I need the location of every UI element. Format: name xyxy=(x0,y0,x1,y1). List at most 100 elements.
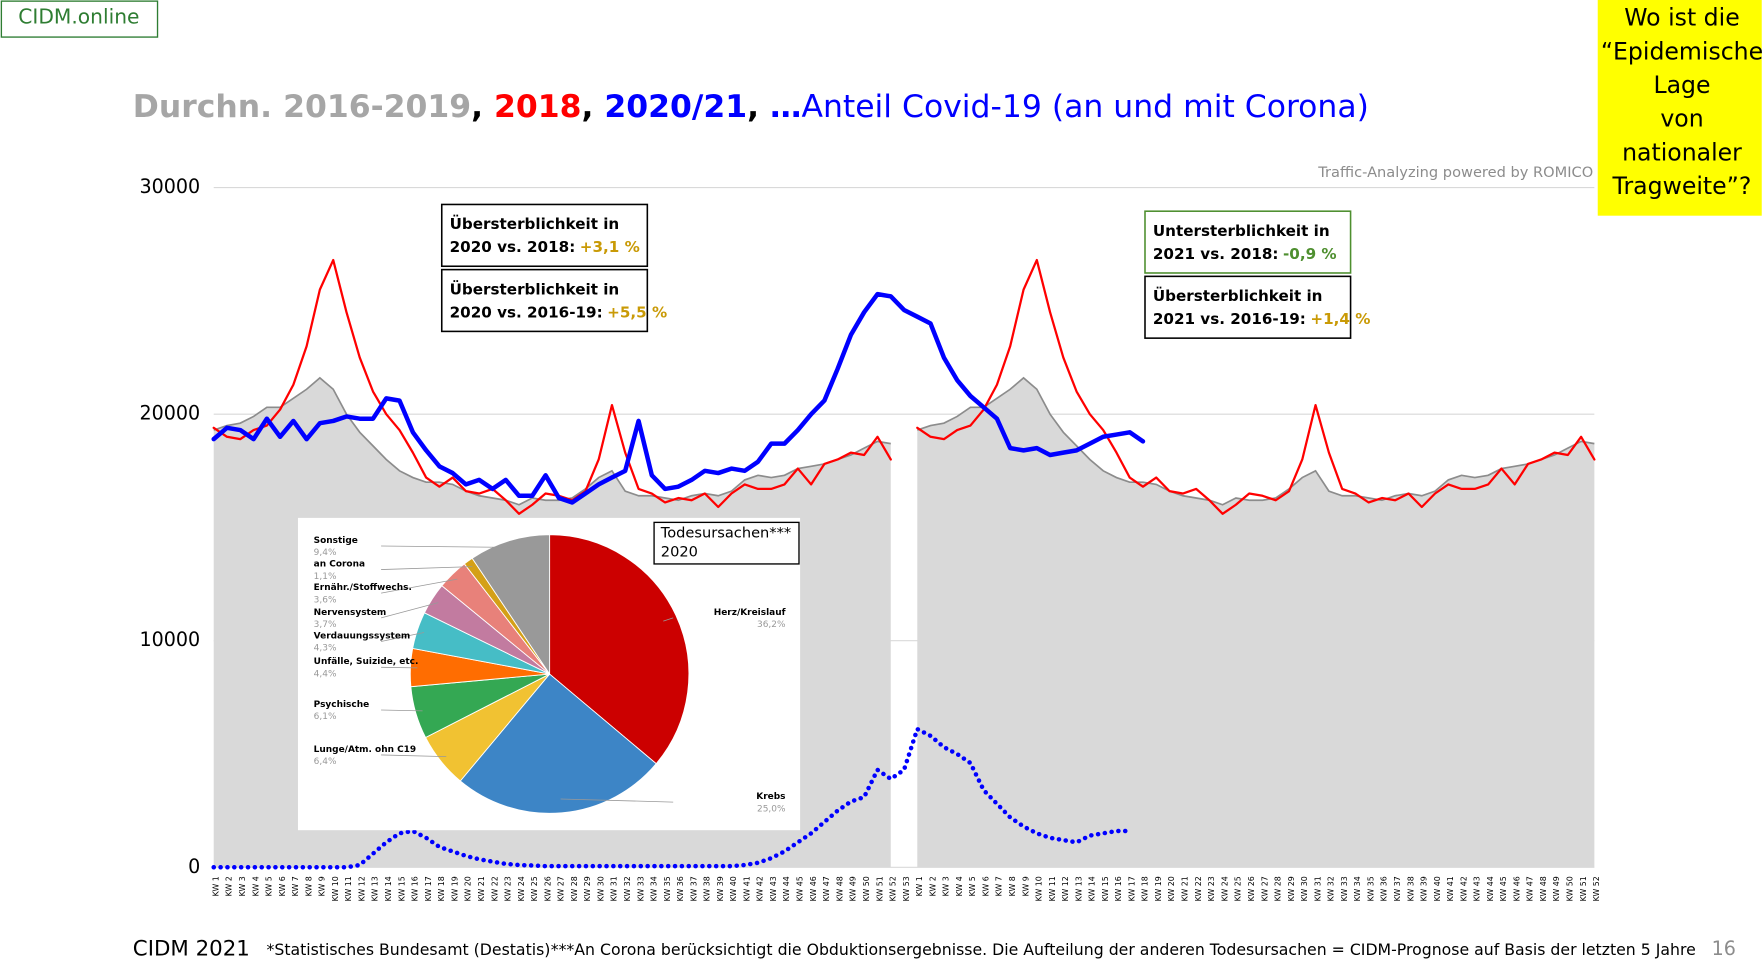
x-tick-label: KW 1 xyxy=(211,876,220,896)
x-tick-label: KW 42 xyxy=(756,876,765,901)
x-tick-label: KW 24 xyxy=(1220,876,1229,901)
annotation-box xyxy=(1144,210,1352,274)
x-tick-label: KW 34 xyxy=(1353,876,1362,901)
y-tick-label: 0 xyxy=(188,855,200,878)
x-tick-label: KW 2 xyxy=(225,876,234,896)
leader-line xyxy=(381,709,423,712)
x-tick-label: KW 8 xyxy=(1008,876,1017,896)
leader-line xyxy=(381,578,458,594)
line xyxy=(212,258,892,515)
x-tick-label: KW 7 xyxy=(995,876,1004,896)
x-tick-label: KW 36 xyxy=(1380,876,1389,901)
x-tick-label: KW 38 xyxy=(703,876,712,901)
leader-line xyxy=(380,602,439,619)
pie-label: Herz/Kreislauf xyxy=(714,608,786,618)
x-tick-label: KW 3 xyxy=(942,876,951,896)
x-tick-label: KW 21 xyxy=(1181,876,1190,901)
annotation-line: Übersterblichkeit in xyxy=(450,279,620,298)
callout-line: Wo ist die xyxy=(1624,4,1739,32)
x-tick-label: KW 25 xyxy=(530,876,539,901)
x-tick-label: KW 3 xyxy=(238,876,247,896)
x-tick-label: KW 4 xyxy=(251,876,260,896)
x-tick-label: KW 40 xyxy=(1433,876,1442,901)
pie-subtitle: 2020 xyxy=(661,544,698,561)
x-tick-label: KW 41 xyxy=(742,876,751,901)
annotation-line: 2021 vs. 2016-19: +1,4 % xyxy=(1153,310,1371,328)
x-tick-label: KW 53 xyxy=(902,876,911,901)
pie-slice xyxy=(549,534,690,765)
y-tick-label: 20000 xyxy=(140,402,201,425)
x-tick-label: KW 16 xyxy=(411,876,420,901)
annotation-value: +1,4 % xyxy=(1310,310,1370,328)
callout: Wo ist die “Epidemische Lage von nationaler T… xyxy=(1601,4,1762,201)
x-tick-label: KW 33 xyxy=(636,876,645,901)
x-tick-label: KW 30 xyxy=(596,876,605,901)
x-tick-label: KW 47 xyxy=(1526,876,1535,901)
annotation-text: 2021 vs. 2016-19: xyxy=(1153,310,1306,328)
callout-line: Lage xyxy=(1653,71,1710,99)
x-tick-label: KW 5 xyxy=(968,876,977,896)
pie-title: Todesursachen*** xyxy=(660,525,791,542)
pie-value-label: 9,4% xyxy=(314,548,337,558)
pie-value-label: 3,6% xyxy=(314,595,337,605)
pie-inset: Todesursachen*** 2020 Herz/Kreislauf 36,2% K… xyxy=(297,517,801,831)
x-tick-label: KW 29 xyxy=(1287,876,1296,901)
x-tick-label: KW 8 xyxy=(304,876,313,896)
annotation-box xyxy=(1144,275,1352,339)
x-tick-label: KW 42 xyxy=(1459,876,1468,901)
x-tick-label: KW 26 xyxy=(543,876,552,901)
x-tick-label: KW 39 xyxy=(716,876,725,901)
callout-line: von xyxy=(1660,105,1703,133)
annotation-line: Übersterblichkeit in xyxy=(1153,286,1323,305)
x-tick-label: KW 31 xyxy=(1313,876,1322,901)
annotation-text: 2020 vs. 2018: xyxy=(450,238,576,256)
x-tick-label: KW 35 xyxy=(663,876,672,901)
annotation-box xyxy=(440,203,649,268)
leader-line xyxy=(381,666,418,669)
x-tick-label: KW 22 xyxy=(490,876,499,901)
x-tick-label: KW 12 xyxy=(1061,876,1070,901)
annotation-value: +5,5 % xyxy=(607,303,667,321)
x-tick-label: KW 33 xyxy=(1340,876,1349,901)
subtitle-part: 2020/21 xyxy=(604,89,747,125)
x-tick-label: KW 43 xyxy=(1473,876,1482,901)
x-tick-label: KW 26 xyxy=(1247,876,1256,901)
annotation-value: -0,9 % xyxy=(1283,244,1337,262)
x-tick-label: KW 49 xyxy=(849,876,858,901)
annotation-line: 2021 vs. 2018: -0,9 % xyxy=(1153,244,1337,262)
callout-line: nationaler xyxy=(1622,138,1742,166)
x-tick-label: KW 7 xyxy=(291,876,300,896)
x-tick-label: KW 29 xyxy=(583,876,592,901)
annotation-line: 2020 vs. 2018: +3,1 % xyxy=(450,238,640,256)
x-tick-label: KW 20 xyxy=(464,876,473,901)
x-tick-label: KW 11 xyxy=(1048,876,1057,901)
leader-line xyxy=(381,754,447,758)
pie-value-label: 6,4% xyxy=(314,757,337,767)
pie-label: Psychische xyxy=(314,700,370,710)
x-tick-label: KW 48 xyxy=(1539,876,1548,901)
x-tick-label: KW 15 xyxy=(397,876,406,901)
x-tick-label: KW 28 xyxy=(1274,876,1283,901)
pie-value-label: 4,3% xyxy=(314,644,337,654)
credit: Traffic-Analyzing powered by ROMICO xyxy=(1317,164,1593,181)
pie-title-box xyxy=(653,521,800,565)
y-tick-label: 30000 xyxy=(140,175,201,198)
x-tick-label: KW 32 xyxy=(623,876,632,901)
x-tick-label: KW 17 xyxy=(424,876,433,901)
x-tick-label: KW 27 xyxy=(557,876,566,901)
x-tick-label: KW 21 xyxy=(477,876,486,901)
x-tick-label: KW 17 xyxy=(1127,876,1136,901)
leader-line xyxy=(381,632,425,642)
pie-label: Sonstige xyxy=(314,536,358,546)
x-tick-label: KW 51 xyxy=(1579,876,1588,901)
x-tick-label: KW 34 xyxy=(650,876,659,901)
x-tick-label: KW 11 xyxy=(344,876,353,901)
pie-label: Unfälle, Suizide, etc. xyxy=(314,657,419,667)
x-tick-label: KW 22 xyxy=(1194,876,1203,901)
pie-label: an Corona xyxy=(314,559,365,569)
pie-value-label: 25,0% xyxy=(757,804,786,814)
annotation-text: 2020 vs. 2016-19: xyxy=(450,303,603,321)
pie-value-label: 3,7% xyxy=(314,620,337,630)
x-tick-label: KW 38 xyxy=(1406,876,1415,901)
source-badge: CIDM.online xyxy=(18,4,139,28)
